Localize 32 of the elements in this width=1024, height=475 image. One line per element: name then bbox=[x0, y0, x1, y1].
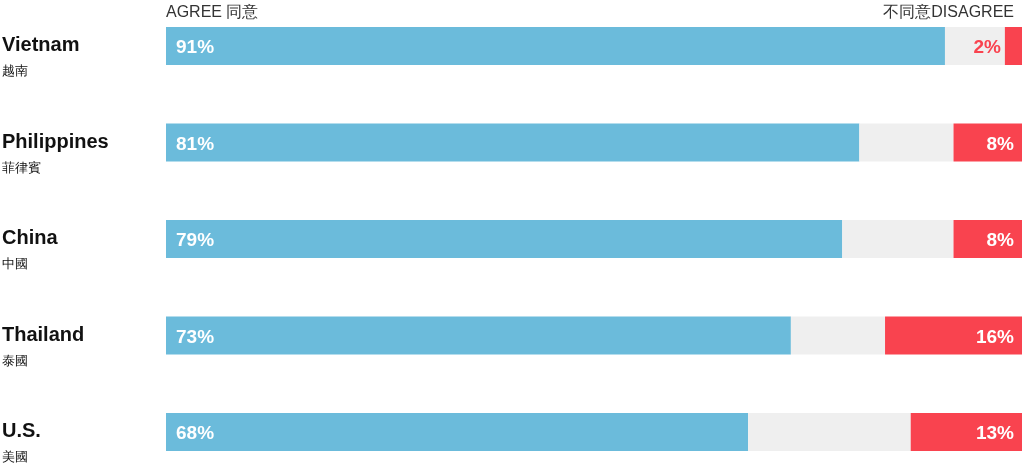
bar bbox=[166, 220, 843, 258]
bar bbox=[953, 220, 1022, 258]
data-label: 16% bbox=[975, 325, 1015, 347]
data-label: 79% bbox=[176, 229, 215, 250]
y-tick-label: Vietnam 越南 bbox=[2, 33, 80, 78]
y-tick-label: China 中國 bbox=[2, 226, 59, 271]
y-tick-label: Philippines 菲律賓 bbox=[2, 129, 109, 175]
bar bbox=[166, 316, 791, 355]
bar bbox=[166, 27, 945, 65]
data-label: 81% bbox=[176, 132, 215, 154]
data-label: 91% bbox=[176, 36, 215, 57]
series-label: AGREE 同意 bbox=[166, 3, 259, 20]
bar bbox=[859, 123, 954, 162]
bar bbox=[166, 413, 749, 451]
data-label: 68% bbox=[176, 422, 215, 443]
bar bbox=[790, 316, 886, 355]
data-label: 8% bbox=[986, 229, 1015, 250]
y-tick-label: U.S. 美國 bbox=[2, 419, 41, 464]
bar bbox=[748, 413, 911, 451]
bar bbox=[910, 413, 1022, 451]
bar bbox=[1004, 27, 1022, 65]
series-label: 不同意DISAGREE bbox=[883, 3, 1014, 20]
bar bbox=[166, 123, 860, 162]
y-tick-label: Thailand 泰國 bbox=[2, 322, 85, 368]
bar bbox=[944, 27, 1005, 65]
bar bbox=[953, 123, 1022, 162]
data-label: 13% bbox=[975, 422, 1015, 443]
bar bbox=[842, 220, 954, 258]
data-label: 73% bbox=[176, 325, 215, 347]
data-label: 8% bbox=[986, 132, 1015, 154]
data-label: 2% bbox=[973, 36, 1001, 57]
bar bbox=[885, 316, 1022, 355]
